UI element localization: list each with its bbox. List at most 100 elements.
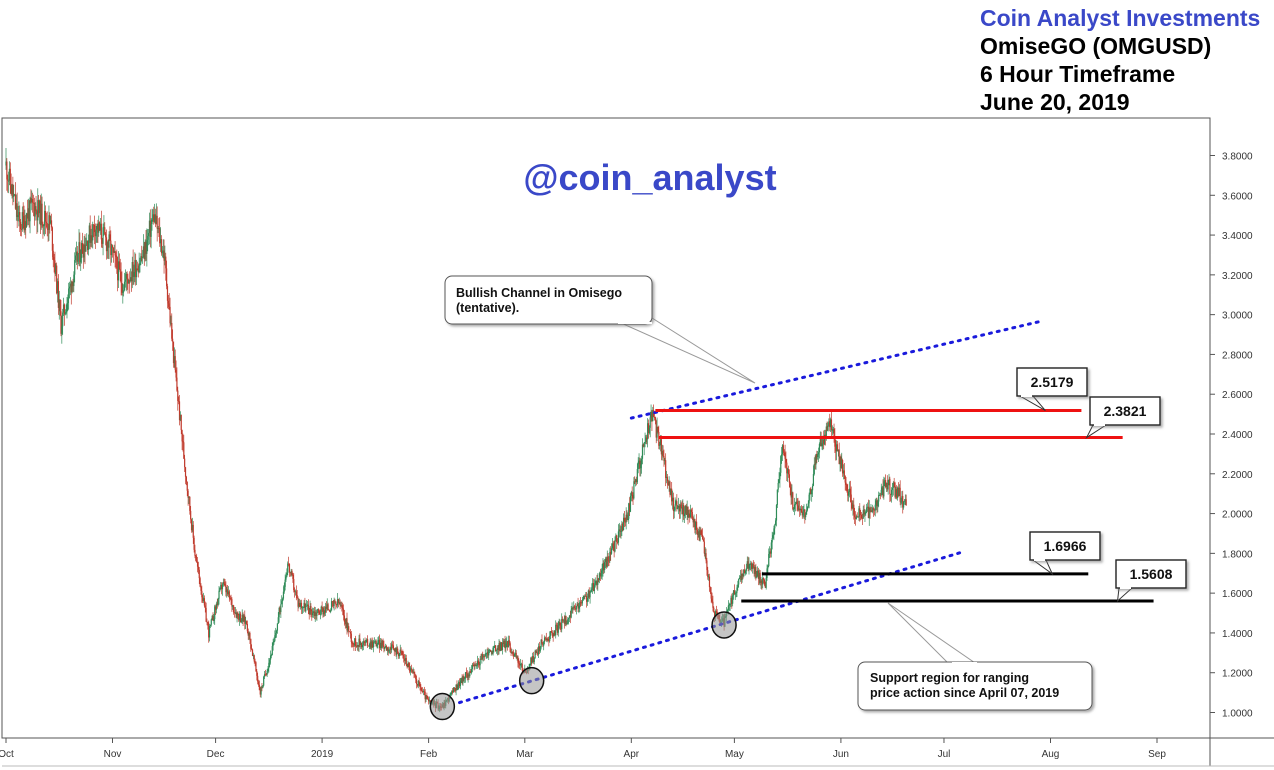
candle-body bbox=[702, 535, 704, 540]
candle-body bbox=[782, 445, 784, 452]
candle-body bbox=[580, 602, 583, 604]
candle-body bbox=[322, 608, 324, 615]
candle-body bbox=[468, 674, 470, 677]
candle-body bbox=[28, 208, 30, 222]
level-label-text: 2.3821 bbox=[1104, 403, 1147, 419]
candle-body bbox=[215, 603, 218, 610]
candle-body bbox=[519, 663, 522, 666]
candle-body bbox=[122, 292, 124, 293]
candle-body bbox=[58, 299, 60, 308]
candle-body bbox=[229, 597, 231, 599]
candle-body bbox=[350, 633, 352, 643]
candle-body bbox=[555, 624, 557, 636]
candle-body bbox=[72, 281, 74, 287]
candle-body bbox=[373, 641, 376, 643]
candle-body bbox=[879, 494, 882, 496]
candle-body bbox=[613, 546, 615, 552]
candle-body bbox=[44, 210, 46, 226]
candle-body bbox=[538, 646, 541, 652]
candle-body bbox=[349, 631, 352, 634]
candle-body bbox=[237, 612, 239, 616]
candle-body bbox=[701, 534, 703, 536]
candle-body bbox=[68, 286, 71, 289]
candle-body bbox=[682, 505, 684, 515]
candle-body bbox=[79, 242, 81, 263]
candle-body bbox=[457, 687, 459, 690]
candle-body bbox=[559, 622, 561, 626]
candle-body bbox=[612, 543, 614, 547]
candle-body bbox=[630, 492, 632, 496]
x-tick-label: 2019 bbox=[311, 749, 334, 760]
candle-body bbox=[534, 650, 536, 659]
candle-body bbox=[129, 280, 131, 282]
date-label: June 20, 2019 bbox=[980, 89, 1130, 115]
candle-body bbox=[270, 655, 273, 656]
candle-body bbox=[387, 647, 389, 652]
candle-body bbox=[275, 633, 277, 636]
candle-body bbox=[878, 494, 880, 502]
candle-body bbox=[651, 411, 653, 422]
candle-body bbox=[168, 303, 170, 307]
candle-body bbox=[97, 223, 99, 233]
candle-body bbox=[309, 606, 311, 615]
candle-body bbox=[531, 656, 534, 663]
candle-body bbox=[696, 529, 699, 535]
candle-body bbox=[163, 250, 165, 261]
candle-body bbox=[36, 210, 38, 221]
candle-body bbox=[125, 273, 127, 280]
candle-body bbox=[346, 618, 348, 631]
candle-body bbox=[147, 232, 150, 236]
candle-body bbox=[562, 620, 565, 622]
candle-body bbox=[26, 213, 28, 227]
candle-body bbox=[74, 255, 77, 261]
candle-body bbox=[732, 590, 735, 596]
candle-body bbox=[546, 638, 548, 641]
candle-body bbox=[616, 542, 619, 543]
candle-body bbox=[25, 221, 27, 227]
candle-body bbox=[603, 562, 605, 570]
candle-body bbox=[68, 288, 70, 299]
candle-body bbox=[194, 549, 196, 556]
candle-body bbox=[841, 460, 843, 468]
candle-body bbox=[80, 258, 82, 263]
candle-body bbox=[321, 606, 323, 609]
candle-body bbox=[847, 491, 849, 496]
candle-body bbox=[11, 184, 13, 194]
candle-body bbox=[307, 604, 309, 609]
candle-body bbox=[152, 214, 154, 220]
candle-body bbox=[277, 617, 279, 624]
candle-body bbox=[761, 580, 763, 585]
candle-body bbox=[222, 582, 224, 585]
candle-body bbox=[532, 656, 534, 662]
candle-body bbox=[570, 609, 572, 618]
candle-body bbox=[549, 631, 552, 636]
candle-body bbox=[299, 602, 301, 607]
candle-body bbox=[556, 625, 559, 633]
candle-body bbox=[860, 514, 863, 519]
candle-body bbox=[57, 281, 59, 308]
candle-body bbox=[421, 690, 423, 692]
candle-body bbox=[530, 657, 532, 664]
candle-body bbox=[339, 602, 341, 606]
candle-body bbox=[560, 625, 562, 630]
candle-body bbox=[690, 509, 693, 513]
candle-body bbox=[407, 663, 409, 668]
candle-body bbox=[458, 682, 461, 687]
candle-body bbox=[707, 570, 709, 578]
candle-body bbox=[833, 429, 835, 437]
candle-body bbox=[393, 648, 395, 652]
candle-body bbox=[872, 508, 874, 512]
candle-body bbox=[43, 225, 45, 227]
candle-body bbox=[671, 488, 673, 502]
candle-body bbox=[605, 558, 608, 567]
candle-body bbox=[467, 674, 469, 678]
candle-body bbox=[42, 223, 44, 227]
candle-body bbox=[421, 690, 424, 692]
candle-body bbox=[676, 501, 678, 510]
candle-body bbox=[128, 280, 130, 284]
candle-body bbox=[265, 674, 267, 676]
candle-body bbox=[62, 312, 64, 327]
candle-body bbox=[804, 509, 806, 518]
candle-body bbox=[850, 494, 852, 504]
